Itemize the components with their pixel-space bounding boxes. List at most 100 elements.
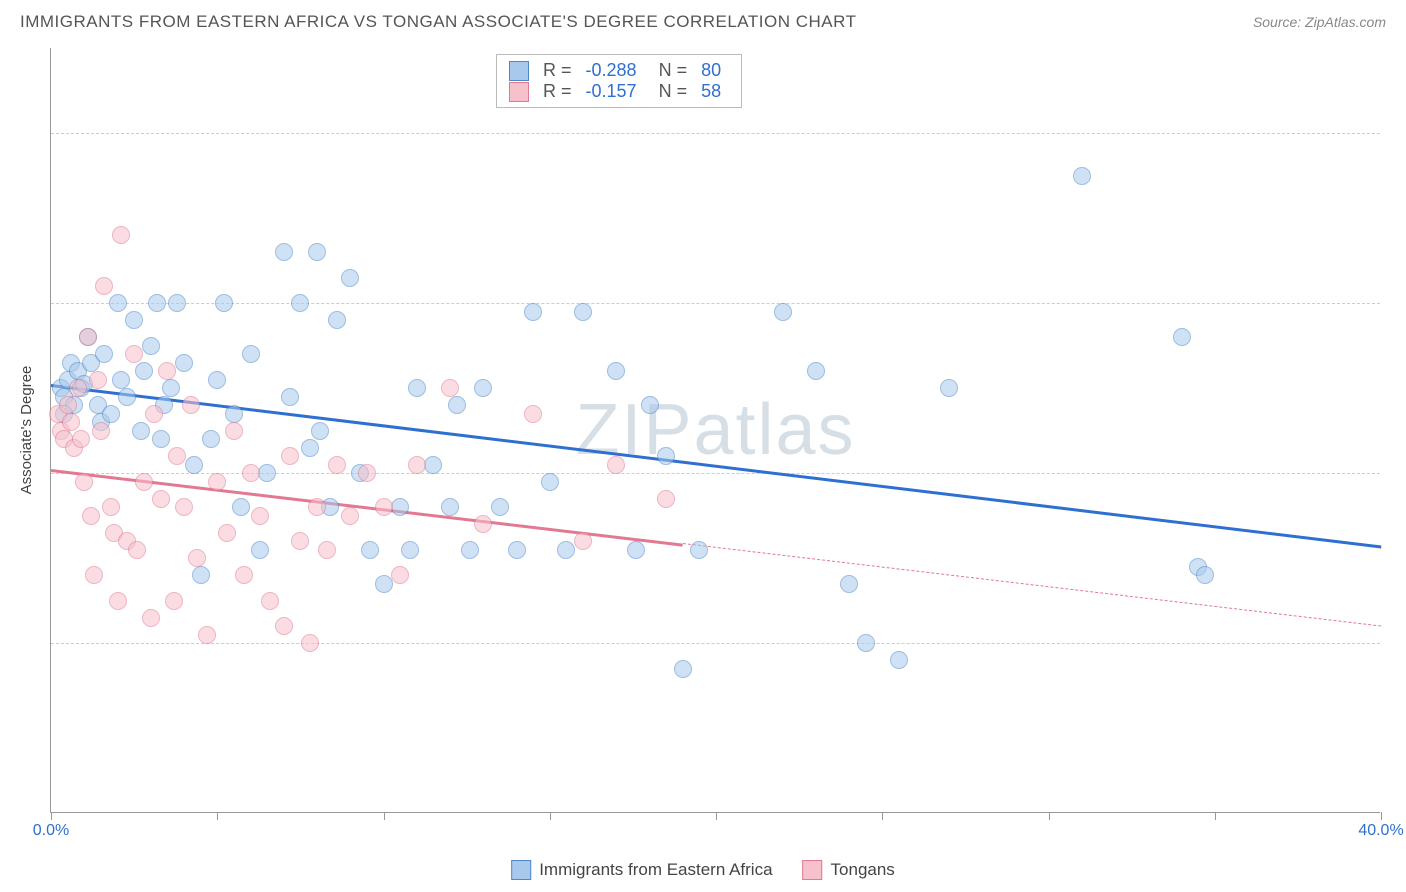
scatter-point	[574, 303, 592, 321]
scatter-point	[311, 422, 329, 440]
x-tick-mark	[217, 812, 218, 820]
scatter-point	[448, 396, 466, 414]
x-tick-mark	[550, 812, 551, 820]
scatter-point	[92, 422, 110, 440]
legend-label: Tongans	[831, 860, 895, 880]
scatter-point	[112, 226, 130, 244]
scatter-point	[657, 490, 675, 508]
scatter-point	[341, 269, 359, 287]
stats-legend-box: R =-0.288N =80R =-0.157N =58	[496, 54, 742, 108]
scatter-point	[557, 541, 575, 559]
gridline-h	[51, 303, 1380, 304]
scatter-point	[657, 447, 675, 465]
title-bar: IMMIGRANTS FROM EASTERN AFRICA VS TONGAN…	[20, 12, 1386, 32]
scatter-point	[328, 456, 346, 474]
scatter-point	[524, 405, 542, 423]
scatter-point	[128, 541, 146, 559]
trend-line-dashed	[683, 543, 1381, 627]
scatter-point	[251, 507, 269, 525]
scatter-point	[215, 294, 233, 312]
x-tick-label: 40.0%	[1358, 822, 1403, 840]
x-tick-mark	[384, 812, 385, 820]
scatter-point	[358, 464, 376, 482]
plot-area: ZIPatlas R =-0.288N =80R =-0.157N =58 20…	[50, 48, 1380, 813]
scatter-point	[291, 294, 309, 312]
scatter-point	[318, 541, 336, 559]
scatter-point	[218, 524, 236, 542]
legend-swatch	[509, 82, 529, 102]
scatter-point	[118, 388, 136, 406]
scatter-point	[82, 507, 100, 525]
scatter-point	[175, 498, 193, 516]
x-tick-label: 0.0%	[33, 822, 69, 840]
y-axis-label: Associate's Degree	[18, 366, 35, 495]
scatter-point	[85, 566, 103, 584]
scatter-point	[774, 303, 792, 321]
scatter-point	[79, 328, 97, 346]
scatter-point	[208, 371, 226, 389]
scatter-point	[261, 592, 279, 610]
stat-n-value: 80	[701, 60, 721, 81]
scatter-point	[1173, 328, 1191, 346]
scatter-point	[152, 490, 170, 508]
scatter-point	[135, 362, 153, 380]
scatter-point	[109, 592, 127, 610]
scatter-point	[308, 243, 326, 261]
x-tick-mark	[716, 812, 717, 820]
source-label: Source: ZipAtlas.com	[1253, 14, 1386, 30]
legend-item: Tongans	[803, 860, 895, 880]
scatter-point	[491, 498, 509, 516]
scatter-point	[175, 354, 193, 372]
scatter-point	[890, 651, 908, 669]
scatter-point	[225, 405, 243, 423]
scatter-point	[607, 456, 625, 474]
scatter-point	[441, 498, 459, 516]
scatter-point	[72, 430, 90, 448]
scatter-point	[408, 456, 426, 474]
scatter-point	[102, 498, 120, 516]
scatter-point	[375, 575, 393, 593]
scatter-point	[109, 294, 127, 312]
scatter-point	[188, 549, 206, 567]
scatter-point	[291, 532, 309, 550]
stat-n-label: N =	[659, 81, 688, 102]
scatter-point	[242, 464, 260, 482]
legend-swatch	[509, 61, 529, 81]
stat-r-label: R =	[543, 81, 572, 102]
scatter-point	[441, 379, 459, 397]
scatter-point	[168, 447, 186, 465]
scatter-point	[242, 345, 260, 363]
scatter-point	[807, 362, 825, 380]
scatter-point	[62, 413, 80, 431]
scatter-point	[132, 422, 150, 440]
scatter-point	[301, 439, 319, 457]
x-tick-mark	[1215, 812, 1216, 820]
scatter-point	[162, 379, 180, 397]
gridline-h	[51, 133, 1380, 134]
scatter-point	[232, 498, 250, 516]
stat-r-label: R =	[543, 60, 572, 81]
scatter-point	[508, 541, 526, 559]
x-tick-mark	[882, 812, 883, 820]
scatter-point	[341, 507, 359, 525]
scatter-point	[281, 388, 299, 406]
scatter-point	[125, 311, 143, 329]
scatter-point	[281, 447, 299, 465]
scatter-point	[148, 294, 166, 312]
y-tick-label: 40.0%	[1392, 464, 1406, 482]
scatter-point	[1073, 167, 1091, 185]
scatter-point	[1196, 566, 1214, 584]
scatter-point	[251, 541, 269, 559]
x-tick-mark	[51, 812, 52, 820]
scatter-point	[145, 405, 163, 423]
scatter-point	[135, 473, 153, 491]
scatter-point	[607, 362, 625, 380]
scatter-point	[301, 634, 319, 652]
scatter-point	[275, 617, 293, 635]
scatter-point	[375, 498, 393, 516]
scatter-point	[574, 532, 592, 550]
scatter-point	[474, 515, 492, 533]
chart-title: IMMIGRANTS FROM EASTERN AFRICA VS TONGAN…	[20, 12, 856, 32]
scatter-point	[185, 456, 203, 474]
legend-item: Immigrants from Eastern Africa	[511, 860, 772, 880]
